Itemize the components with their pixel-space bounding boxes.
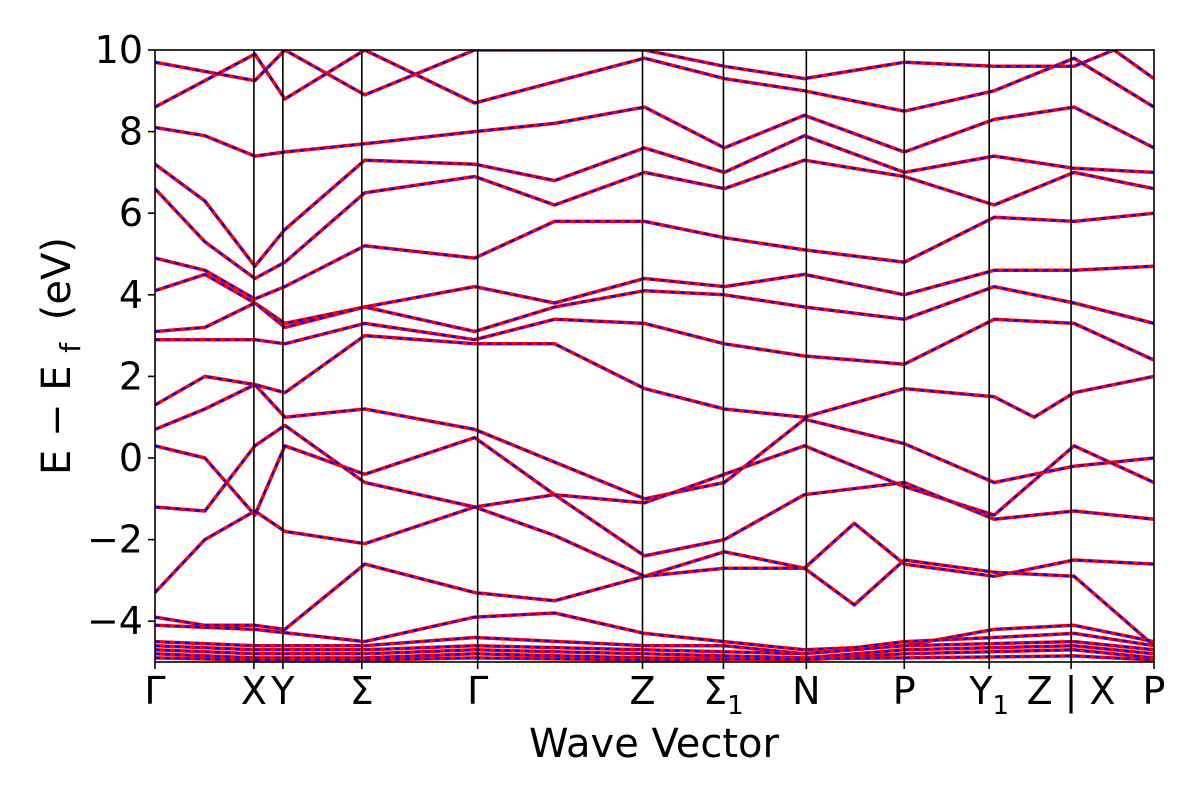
y-axis: −4 −2 0 2 4 6 8 10 [87, 28, 155, 643]
x-tick-label-4: Γ [467, 669, 488, 713]
y-tick-label-3: 2 [119, 354, 143, 398]
band-line-dashed-16 [155, 632, 1154, 655]
x-tick-label-10: Z | X [1027, 669, 1116, 714]
y-tick-label-5: 6 [119, 191, 143, 235]
band-line-solid-1 [155, 50, 1154, 113]
band-line-solid-9 [155, 333, 1154, 419]
high-symmetry-lines [253, 50, 1072, 662]
x-tick-label-0: Γ [144, 669, 165, 713]
y-axis-label-subscript: f [54, 342, 87, 353]
band-line-dashed-20 [155, 654, 1154, 662]
band-line-solid-12 [155, 423, 1154, 558]
x-tick-label-7: N [792, 669, 820, 713]
band-line-solid-11 [155, 435, 1154, 517]
band-line-dashed-2 [155, 105, 1154, 158]
plot-frame [154, 49, 1155, 663]
band-line-dashed-17 [155, 640, 1154, 655]
band-line-dashed-12 [155, 424, 1154, 558]
bands-layer [155, 50, 1154, 662]
y-axis-label-unit: (eV) [34, 237, 80, 320]
band-line-dashed-18 [155, 644, 1154, 660]
band-line-dashed-7 [155, 285, 1154, 333]
band-line-dashed-11 [155, 436, 1154, 517]
band-line-dashed-19 [155, 648, 1154, 662]
band-line-solid-8 [155, 317, 1154, 366]
x-tick-label-1: X [241, 669, 267, 713]
band-line-solid-5 [155, 211, 1154, 301]
band-line-solid-0 [155, 50, 1154, 97]
y-tick-label-2: 0 [119, 436, 143, 480]
y-axis-label-main: E − E [34, 365, 80, 475]
band-line-dashed-14 [155, 558, 1154, 647]
x-tick-label-8: P [893, 669, 916, 713]
band-line-solid-2 [155, 105, 1154, 158]
x-tick-label-9: Y1 [968, 669, 1009, 721]
y-tick-label-1: −2 [87, 518, 143, 562]
band-line-dashed-8 [155, 318, 1154, 366]
band-line-dashed-5 [155, 212, 1154, 300]
x-tick-label-2: Y [270, 669, 295, 713]
band-line-dashed-1 [155, 50, 1154, 113]
band-line-dashed-13 [155, 505, 1154, 594]
y-tick-label-4: 4 [119, 273, 143, 317]
y-tick-label-6: 8 [119, 110, 143, 154]
x-tick-label-5: Z [629, 669, 655, 713]
y-axis-label: E − E f (eV) [34, 237, 90, 475]
band-line-dashed-15 [155, 611, 1154, 651]
band-line-dashed-9 [155, 334, 1154, 419]
x-tick-label-11: P [1143, 669, 1166, 713]
y-tick-label-0: −4 [87, 599, 143, 643]
x-tick-label-6: Σ1 [703, 669, 744, 721]
band-line-dashed-3 [155, 134, 1154, 268]
band-line-dashed-10 [155, 383, 1154, 500]
band-line-dashed-4 [155, 159, 1154, 280]
x-axis: Γ X Y Σ Γ Z Σ1 N P Y1 Z | X P [144, 662, 1165, 721]
x-tick-label-3: Σ [350, 669, 374, 713]
y-tick-label-7: 10 [95, 28, 143, 72]
x-axis-label: Wave Vector [529, 721, 780, 767]
